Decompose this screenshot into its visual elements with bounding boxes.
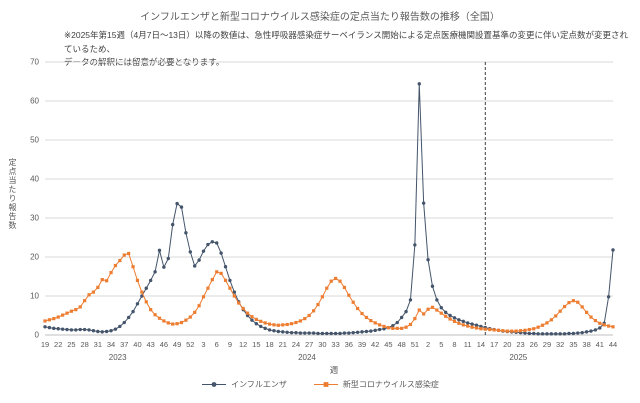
y-axis-title: 定点当たり報告数 bbox=[8, 158, 17, 230]
svg-text:50: 50 bbox=[30, 136, 39, 145]
svg-text:29: 29 bbox=[543, 340, 551, 349]
svg-text:49: 49 bbox=[173, 340, 181, 349]
svg-text:42: 42 bbox=[371, 340, 379, 349]
svg-text:30: 30 bbox=[318, 340, 326, 349]
svg-text:14: 14 bbox=[477, 340, 485, 349]
svg-text:40: 40 bbox=[133, 340, 141, 349]
svg-text:35: 35 bbox=[569, 340, 577, 349]
svg-text:2: 2 bbox=[426, 340, 430, 349]
legend-label-influenza: インフルエンザ bbox=[231, 380, 287, 389]
legend-item-influenza: インフルエンザ bbox=[201, 379, 287, 390]
svg-text:22: 22 bbox=[54, 340, 62, 349]
svg-text:36: 36 bbox=[345, 340, 353, 349]
svg-text:48: 48 bbox=[397, 340, 405, 349]
svg-text:10: 10 bbox=[30, 292, 39, 301]
svg-text:38: 38 bbox=[582, 340, 590, 349]
svg-text:39: 39 bbox=[358, 340, 366, 349]
footnote-line-1: ※2025年第15週（4月7日～13日）以降の数値は、急性呼吸器感染症サーベイラ… bbox=[64, 30, 628, 54]
svg-text:41: 41 bbox=[596, 340, 604, 349]
svg-text:19: 19 bbox=[41, 340, 49, 349]
svg-text:45: 45 bbox=[384, 340, 392, 349]
svg-text:2023: 2023 bbox=[109, 353, 127, 362]
svg-text:31: 31 bbox=[94, 340, 102, 349]
legend-item-covid: 新型コロナウイルス感染症 bbox=[313, 379, 439, 390]
svg-text:40: 40 bbox=[30, 175, 39, 184]
svg-text:15: 15 bbox=[252, 340, 260, 349]
svg-text:30: 30 bbox=[30, 214, 39, 223]
svg-text:3: 3 bbox=[201, 340, 205, 349]
svg-text:17: 17 bbox=[490, 340, 498, 349]
svg-text:60: 60 bbox=[30, 97, 39, 106]
svg-text:9: 9 bbox=[228, 340, 232, 349]
svg-text:23: 23 bbox=[516, 340, 524, 349]
x-axis-title: 週 bbox=[329, 365, 339, 375]
svg-text:37: 37 bbox=[120, 340, 128, 349]
svg-text:24: 24 bbox=[292, 340, 300, 349]
svg-text:52: 52 bbox=[186, 340, 194, 349]
svg-text:27: 27 bbox=[305, 340, 313, 349]
svg-text:33: 33 bbox=[331, 340, 339, 349]
svg-text:12: 12 bbox=[239, 340, 247, 349]
svg-text:25: 25 bbox=[67, 340, 75, 349]
covid-line-marker-icon bbox=[313, 380, 339, 389]
svg-text:44: 44 bbox=[609, 340, 617, 349]
svg-text:32: 32 bbox=[556, 340, 564, 349]
influenza-line-marker-icon bbox=[201, 380, 227, 389]
svg-text:2024: 2024 bbox=[298, 353, 316, 362]
page-title: インフルエンザと新型コロナウイルス感染症の定点当たり報告数の推移（全国） bbox=[140, 12, 500, 23]
svg-text:5: 5 bbox=[439, 340, 443, 349]
svg-text:6: 6 bbox=[215, 340, 219, 349]
chart-legend: インフルエンザ 新型コロナウイルス感染症 bbox=[0, 379, 640, 390]
svg-text:11: 11 bbox=[464, 340, 472, 349]
svg-text:20: 20 bbox=[503, 340, 511, 349]
svg-text:28: 28 bbox=[80, 340, 88, 349]
svg-text:51: 51 bbox=[411, 340, 419, 349]
svg-text:18: 18 bbox=[265, 340, 273, 349]
svg-text:8: 8 bbox=[452, 340, 456, 349]
legend-label-covid: 新型コロナウイルス感染症 bbox=[342, 380, 439, 389]
svg-text:20: 20 bbox=[30, 253, 39, 262]
svg-text:46: 46 bbox=[160, 340, 168, 349]
svg-text:26: 26 bbox=[530, 340, 538, 349]
svg-text:43: 43 bbox=[147, 340, 155, 349]
svg-text:2025: 2025 bbox=[509, 353, 527, 362]
svg-text:0: 0 bbox=[35, 331, 40, 340]
svg-text:34: 34 bbox=[107, 340, 115, 349]
svg-text:21: 21 bbox=[279, 340, 287, 349]
svg-text:70: 70 bbox=[30, 58, 39, 67]
